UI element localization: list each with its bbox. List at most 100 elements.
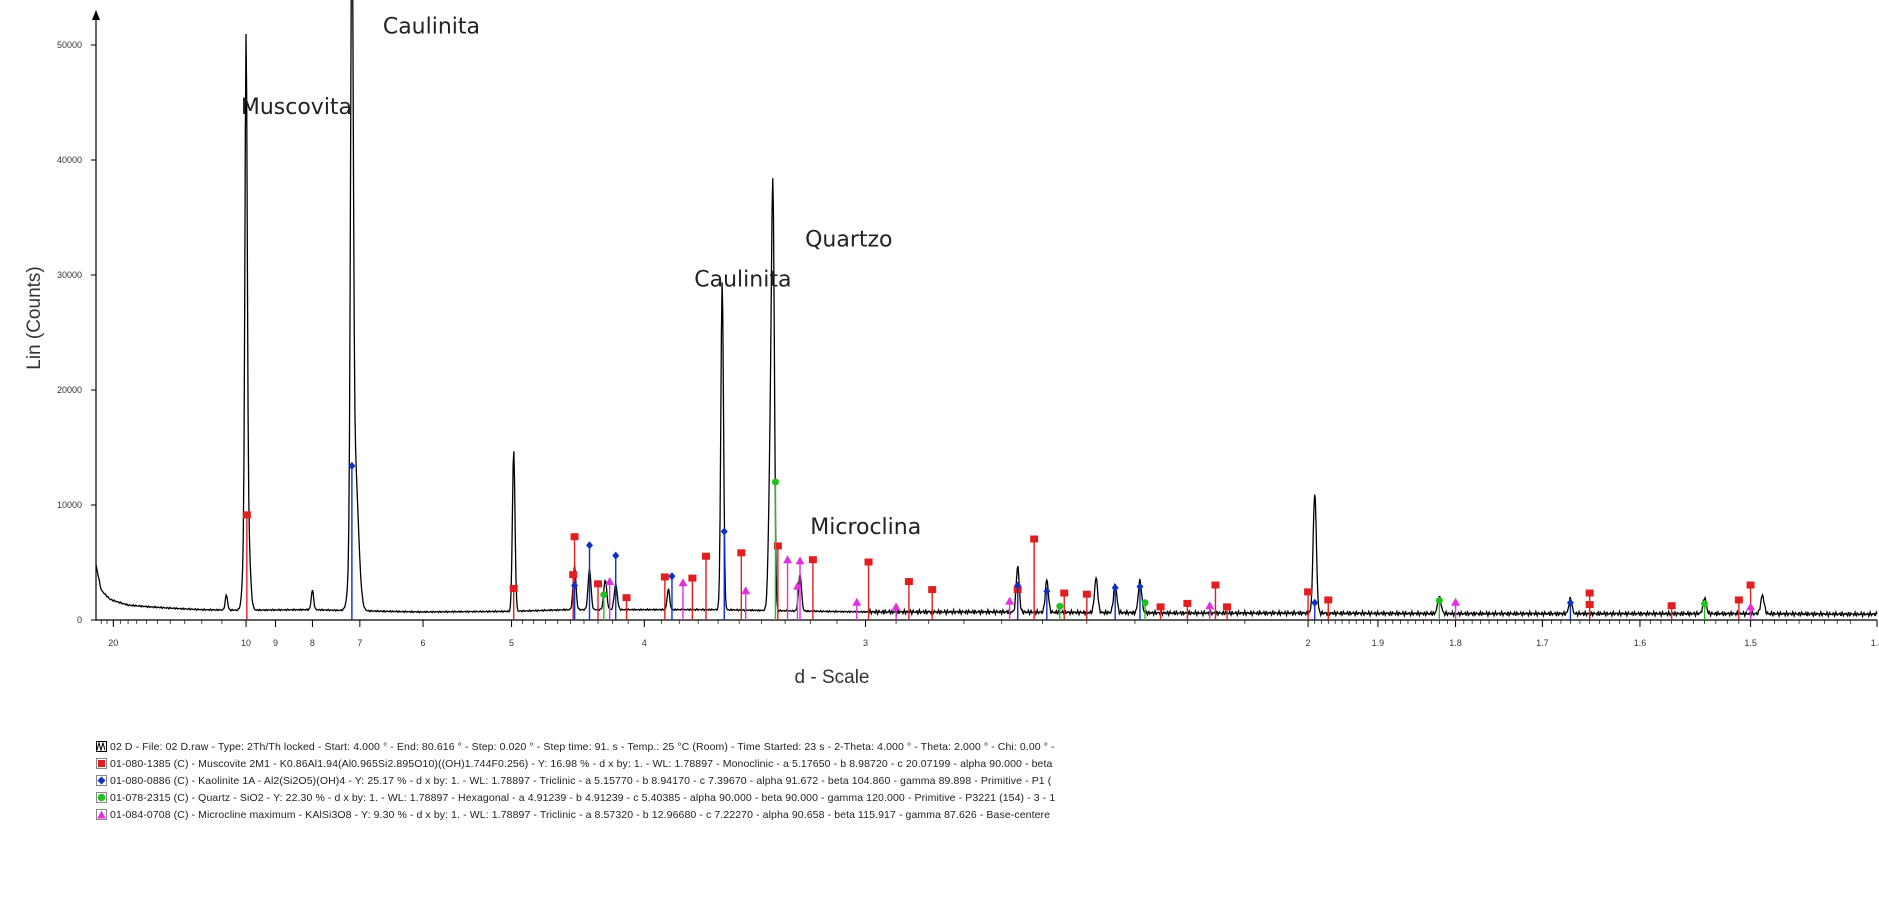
x-tick-label: 2 — [1306, 638, 1311, 648]
y-tick-label: 30000 — [57, 270, 82, 280]
triangle-marker — [852, 597, 862, 606]
square-marker — [688, 574, 697, 582]
diamond-marker — [586, 541, 594, 550]
phase-annotation: Quartzo — [805, 227, 892, 252]
annotations: Muscovita Caulinita Caulinita Quartzo Microc… — [241, 15, 921, 540]
legend-row: 01-080-1385 (C) - Muscovite 2M1 - K0.86A… — [96, 755, 1876, 772]
square-marker — [773, 542, 782, 550]
y-tick-label: 50000 — [57, 40, 82, 50]
x-tick-label: 6 — [421, 638, 426, 648]
circle-marker-icon — [96, 792, 107, 803]
square-marker — [1585, 589, 1594, 597]
x-tick-label: 10 — [241, 638, 251, 648]
series-circle — [600, 478, 1709, 620]
x-tick-label: 1.8 — [1449, 638, 1462, 648]
x-tick-label: 20 — [108, 638, 118, 648]
triangle-marker — [1005, 596, 1015, 605]
x-axis-title: d - Scale — [795, 667, 870, 688]
y-tick-label: 10000 — [57, 500, 82, 510]
square-marker — [1156, 603, 1165, 611]
triangle-marker — [792, 581, 802, 590]
x-tick-label: 3 — [863, 638, 868, 648]
circle-marker — [600, 591, 608, 599]
legend-label: 01-084-0708 (C) - Microcline maximum - K… — [110, 808, 1051, 821]
circle-marker — [1056, 602, 1064, 610]
square-marker — [808, 556, 817, 564]
pattern-line — [95, 0, 1878, 619]
diamond-marker — [1014, 581, 1022, 590]
x-tick-label: 5 — [509, 638, 514, 648]
diamond-marker — [571, 581, 579, 590]
x-tick-label: 1.9 — [1372, 638, 1385, 648]
square-marker — [1183, 599, 1192, 607]
x-tick-label: 1.7 — [1536, 638, 1549, 648]
diamond-marker — [348, 461, 356, 470]
triangle-marker-icon — [96, 809, 107, 820]
y-axis-title: Lin (Counts) — [24, 266, 45, 370]
phase-annotation: Microclina — [810, 515, 921, 540]
square-marker — [1030, 535, 1039, 543]
diamond-marker — [1136, 582, 1144, 591]
series-triangle — [605, 555, 1756, 620]
circle-marker — [1435, 596, 1443, 604]
phase-annotation: Caulinita — [694, 268, 791, 293]
triangle-marker — [678, 578, 688, 587]
axes: 0 10000 20000 30000 40000 50000 20 10 9 8 7 6 5 4 3 2 1.… — [57, 10, 1879, 648]
circle-marker — [1701, 600, 1709, 608]
legend-label: 01-080-0886 (C) - Kaolinite 1A - Al2(Si2… — [110, 774, 1052, 787]
square-marker — [569, 571, 578, 579]
square-marker — [622, 594, 631, 602]
y-tick-label: 20000 — [57, 385, 82, 395]
phase-annotation: Muscovita — [241, 95, 352, 120]
phase-annotation: Caulinita — [383, 15, 480, 40]
diamond-marker — [720, 527, 728, 536]
series-square — [242, 511, 1755, 620]
square-marker — [570, 533, 579, 541]
legend: 02 D - File: 02 D.raw - Type: 2Th/Th loc… — [96, 738, 1876, 823]
x-tick-label: 4 — [642, 638, 647, 648]
triangle-marker — [795, 556, 805, 565]
square-marker — [1060, 589, 1069, 597]
circle-marker — [771, 478, 779, 486]
x-tick-label: 1.6 — [1634, 638, 1647, 648]
legend-label: 01-078-2315 (C) - Quartz - SiO2 - Y: 22.… — [110, 791, 1056, 804]
x-tick-label: 8 — [310, 638, 315, 648]
triangle-marker — [741, 586, 751, 595]
square-marker — [1211, 581, 1220, 589]
square-marker — [1667, 602, 1676, 610]
triangle-marker — [891, 602, 901, 611]
diamond-marker — [1043, 587, 1051, 596]
legend-row: 01-084-0708 (C) - Microcline maximum - K… — [96, 806, 1876, 823]
diamond-marker — [1566, 598, 1574, 607]
square-marker — [1746, 581, 1755, 589]
square-marker — [1223, 603, 1232, 611]
circle-marker — [1141, 599, 1149, 607]
square-marker — [928, 586, 937, 594]
y-tick-label: 0 — [77, 615, 82, 625]
square-marker — [1324, 596, 1333, 604]
square-marker — [509, 584, 518, 592]
y-tick-label: 40000 — [57, 155, 82, 165]
legend-row: 02 D - File: 02 D.raw - Type: 2Th/Th loc… — [96, 738, 1876, 755]
square-marker — [1082, 590, 1091, 598]
square-marker — [660, 573, 669, 581]
triangle-marker — [1451, 597, 1461, 606]
diamond-marker-icon — [96, 775, 107, 786]
x-tick-label: 1.5 — [1744, 638, 1757, 648]
square-marker-icon — [96, 758, 107, 769]
series-diamond — [348, 461, 1574, 620]
pattern-marker-icon — [96, 741, 107, 752]
y-axis-arrow-icon — [92, 10, 100, 20]
plot-area — [95, 0, 1878, 620]
square-marker — [701, 552, 710, 560]
x-tick-label: 7 — [357, 638, 362, 648]
diamond-marker — [1111, 583, 1119, 592]
square-marker — [242, 511, 251, 519]
diamond-marker — [668, 572, 676, 581]
square-marker — [904, 578, 913, 586]
triangle-marker — [783, 555, 793, 564]
square-marker — [864, 558, 873, 566]
square-marker — [1734, 596, 1743, 604]
triangle-marker — [605, 577, 615, 586]
